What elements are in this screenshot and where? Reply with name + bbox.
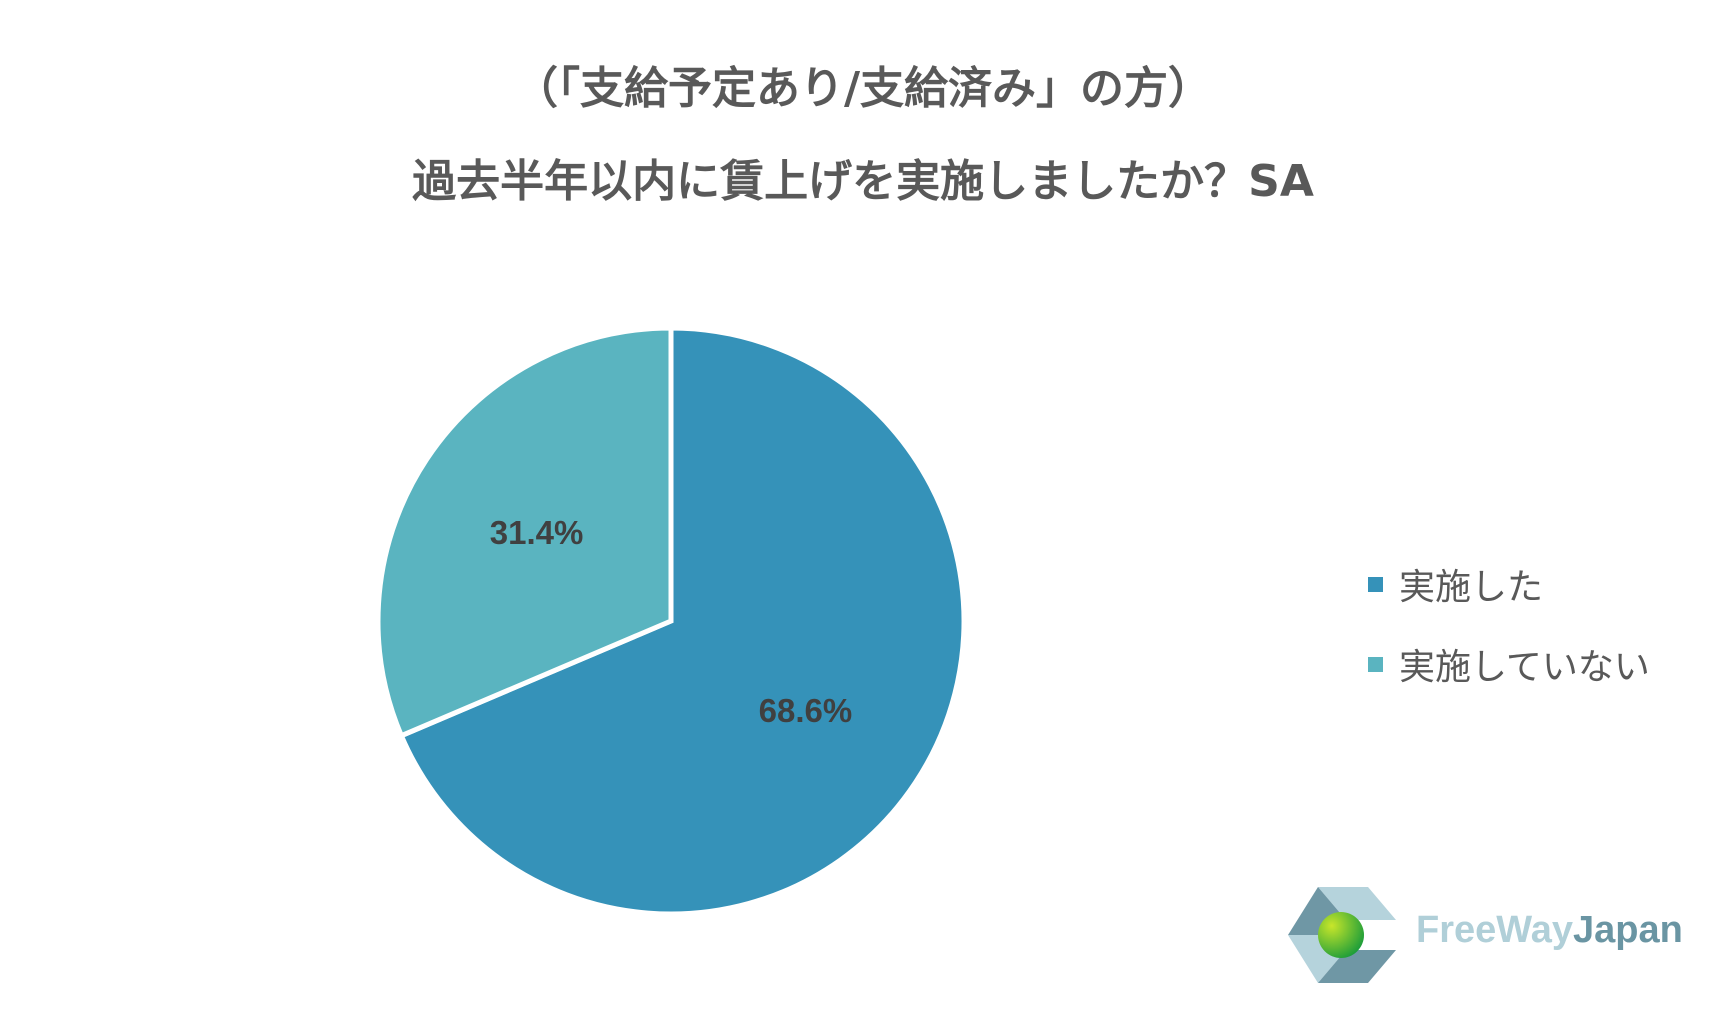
legend-item-0: 実施した (1368, 558, 1543, 610)
pie-slice-0 (398, 325, 967, 917)
data-label-1: 31.4% (490, 514, 584, 551)
legend-label: 実施した (1399, 567, 1544, 608)
legend-swatch (1368, 656, 1383, 672)
legend-label: 実施していない (1399, 647, 1650, 688)
data-label-0: 68.6% (759, 692, 853, 729)
legend-item-1: 実施していない (1368, 638, 1650, 690)
chart-title-line-2: 過去半年以内に賃上げを実施しましたか？SA (412, 156, 1314, 207)
logo-text-light: FreeWay (1416, 909, 1573, 951)
pie-slice-1 (375, 325, 674, 739)
freewayjapan-logo: FreeWayJapan (1286, 885, 1686, 985)
chart-title-line-1: （「支給予定あり/支給済み」の方） (513, 63, 1213, 114)
legend-swatch (1368, 576, 1383, 592)
logo-text-dark: Japan (1573, 909, 1683, 951)
logo-mark-icon (1288, 887, 1396, 983)
